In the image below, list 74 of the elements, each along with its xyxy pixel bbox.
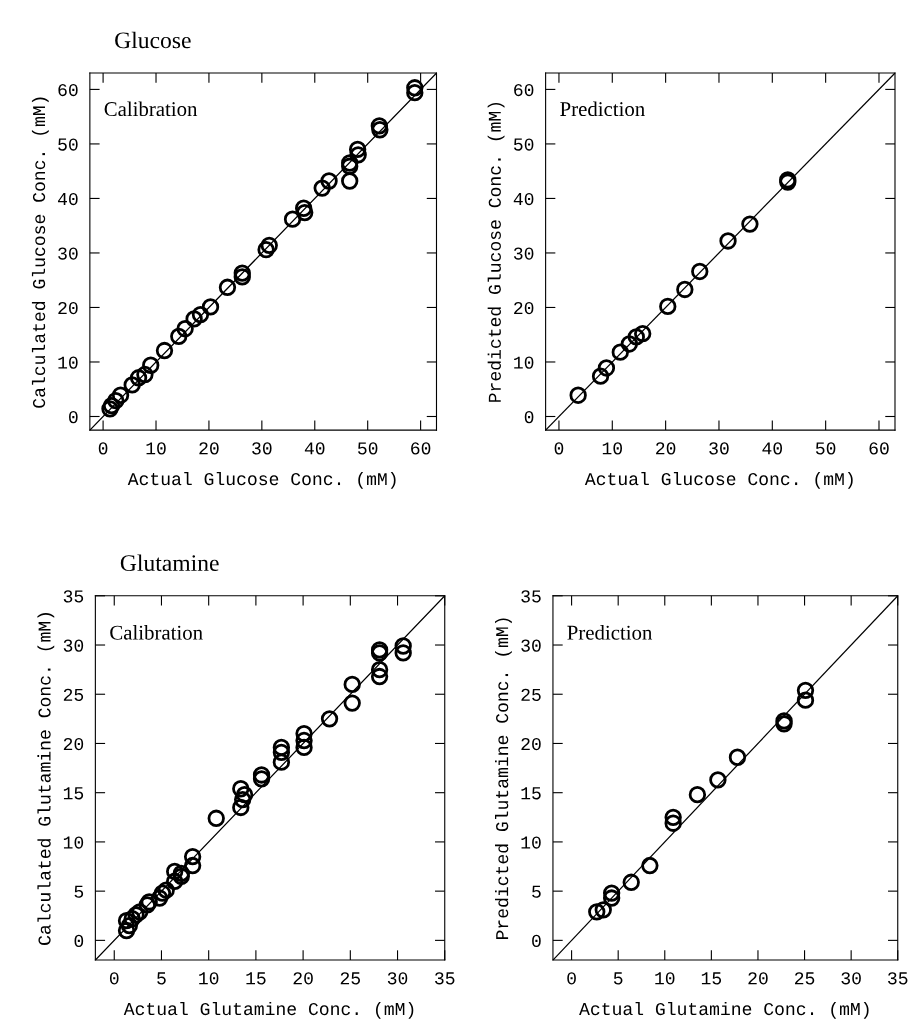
x-tick-label: 30	[709, 442, 729, 455]
x-tick-label: 0	[567, 972, 576, 985]
x-tick-label: 40	[762, 442, 783, 455]
y-tick-label: 60	[514, 83, 534, 97]
y-tick-label: 50	[58, 138, 78, 151]
y-tick-label: 30	[58, 247, 78, 260]
x-tick-label: 0	[109, 972, 119, 985]
y-tick-label: 35	[63, 590, 84, 603]
y-tick-label: 0	[524, 410, 534, 424]
x-tick-label: 30	[841, 972, 861, 985]
y-tick-label: 30	[513, 247, 534, 260]
y-tick-label: 30	[63, 639, 84, 652]
x-tick-label: 60	[869, 442, 889, 455]
y-tick-label: 10	[63, 836, 84, 849]
x-axis-title: Actual Glutamine Conc. (mM)	[579, 1001, 869, 1019]
x-tick-label: 20	[656, 442, 676, 455]
y-tick-label: 30	[521, 639, 541, 652]
x-tick-label: 0	[554, 442, 564, 455]
x-tick-label: 20	[293, 972, 313, 985]
chart-title: Glucose	[115, 31, 191, 49]
y-tick-label: 10	[521, 836, 541, 849]
x-tick-label: 50	[357, 442, 378, 455]
x-tick-label: 15	[246, 972, 266, 985]
x-tick-label: 25	[794, 972, 815, 985]
y-axis-title: Calculated Glutamine Conc. (mM)	[37, 613, 55, 945]
x-tick-label: 40	[304, 442, 325, 455]
y-tick-label: 5	[74, 885, 84, 898]
y-tick-label: 15	[63, 787, 84, 800]
x-tick-label: 5	[613, 972, 623, 985]
y-tick-label: 0	[74, 934, 84, 948]
y-axis-title: Calculated Glucose Conc. (mM)	[31, 97, 49, 408]
y-tick-label: 40	[57, 192, 78, 206]
x-tick-label: 10	[655, 972, 675, 985]
x-axis-title: Actual Glucose Conc. (mM)	[584, 471, 853, 489]
y-tick-label: 20	[58, 301, 78, 315]
annotation: Calibration	[104, 101, 198, 117]
x-tick-label: 0	[98, 442, 108, 455]
y-tick-label: 25	[63, 688, 84, 701]
y-tick-label: 20	[63, 737, 84, 751]
y-axis-title: Predicted Glucose Conc. (mM)	[487, 102, 505, 402]
y-axis-title: Predicted Glutamine Conc. (mM)	[495, 618, 512, 940]
annotation: Calibration	[110, 625, 203, 640]
x-tick-label: 15	[701, 972, 722, 985]
y-tick-label: 40	[513, 192, 534, 206]
x-axis-title: Actual Glutamine Conc. (mM)	[123, 1001, 414, 1019]
x-tick-label: 20	[748, 972, 768, 985]
y-tick-label: 5	[532, 885, 541, 898]
x-tick-label: 20	[199, 442, 219, 455]
x-tick-label: 30	[387, 972, 408, 985]
y-tick-label: 20	[514, 301, 534, 315]
y-tick-label: 0	[532, 934, 541, 948]
x-tick-label: 35	[888, 972, 908, 985]
x-tick-label: 10	[602, 442, 623, 455]
x-tick-label: 10	[199, 972, 219, 985]
y-tick-label: 10	[514, 356, 534, 369]
y-tick-label: 50	[513, 138, 534, 151]
y-tick-label: 0	[69, 410, 78, 424]
y-tick-label: 60	[58, 83, 78, 97]
x-tick-label: 25	[340, 972, 361, 985]
x-tick-label: 5	[157, 972, 166, 985]
y-tick-label: 10	[58, 356, 78, 369]
annotation: Prediction	[567, 625, 653, 640]
x-tick-label: 30	[252, 442, 272, 455]
annotation: Prediction	[560, 101, 645, 117]
x-tick-label: 60	[411, 442, 431, 455]
x-tick-label: 10	[146, 442, 166, 455]
y-tick-label: 25	[521, 688, 541, 701]
y-tick-label: 20	[521, 737, 541, 751]
y-tick-label: 15	[521, 787, 541, 800]
x-tick-label: 35	[435, 972, 455, 985]
chart-title: Glutamine	[120, 554, 219, 572]
x-tick-label: 50	[815, 442, 836, 455]
y-tick-label: 35	[521, 590, 541, 603]
x-axis-title: Actual Glucose Conc. (mM)	[127, 471, 396, 489]
